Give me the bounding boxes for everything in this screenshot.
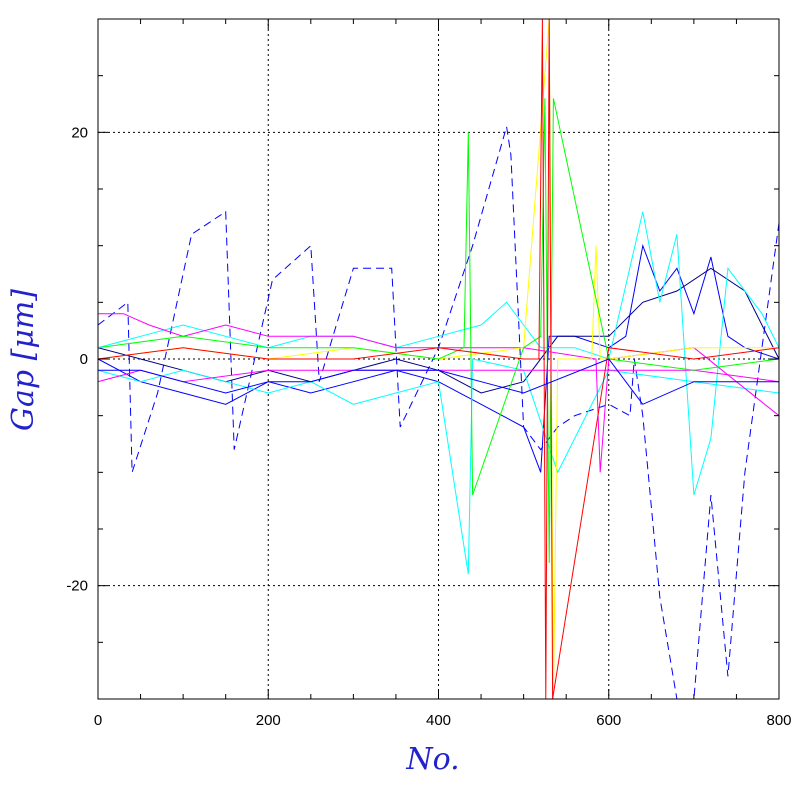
x-tick-label: 600 — [596, 712, 621, 729]
series-line-1 — [98, 126, 779, 699]
x-tick-label: 0 — [94, 712, 102, 729]
series-line-2 — [98, 243, 779, 473]
series-line-11 — [98, 358, 779, 405]
x-tick-label: 200 — [256, 712, 281, 729]
axis-ticks — [97, 19, 780, 699]
x-tick-label: 800 — [766, 712, 791, 729]
y-tick-label: 0 — [80, 351, 88, 368]
series-layer — [98, 19, 779, 699]
x-axis-label: No. — [405, 742, 459, 777]
y-tick-label: 20 — [71, 124, 88, 141]
series-line-10 — [98, 19, 779, 699]
series-line-4 — [98, 211, 779, 496]
x-tick-label: 400 — [426, 712, 451, 729]
series-line-5 — [98, 358, 779, 575]
series-line-9 — [98, 98, 779, 564]
y-tick-label: -20 — [66, 578, 88, 595]
y-axis-label: Gap [μm] — [6, 289, 41, 431]
series-line-8 — [98, 19, 779, 699]
tick-labels: 0 200 400 600 800 -20 0 20 — [66, 124, 791, 729]
series-line-6 — [98, 313, 779, 473]
